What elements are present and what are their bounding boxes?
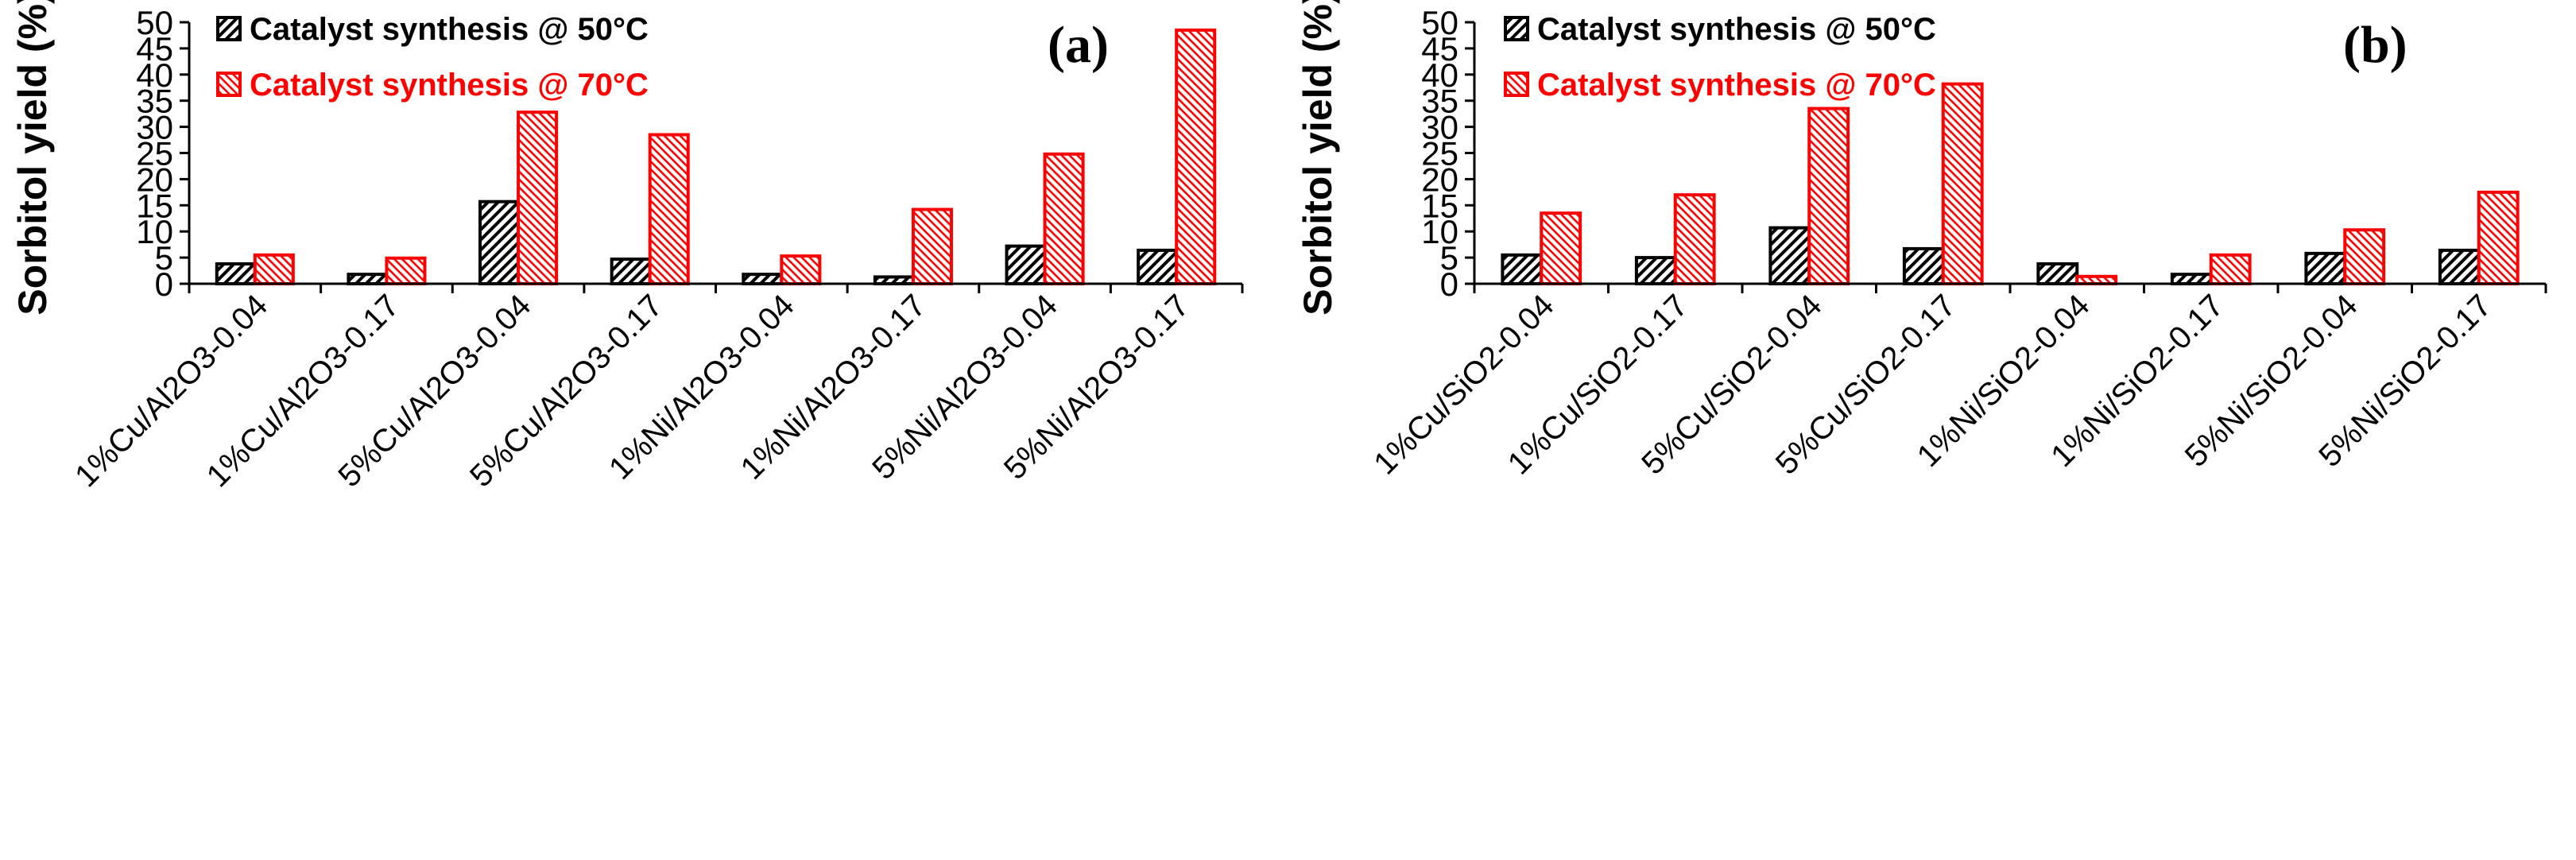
y-tick-label: 20 (136, 161, 173, 198)
y-tick-label: 5 (1440, 239, 1458, 277)
y-tick-label: 40 (1421, 56, 1458, 94)
bar-70c-8 (2477, 190, 2520, 286)
bar-70c-8 (1175, 28, 1217, 286)
x-tick-labels: 1%Cu/SiO2-0.041%Cu/SiO2-0.175%Cu/SiO2-0.… (1367, 288, 2498, 481)
y-tick-label: 5 (155, 239, 173, 277)
y-tick-label: 45 (1421, 30, 1458, 68)
bar-50c-5 (742, 273, 784, 286)
bar-70c-1 (1540, 211, 1582, 286)
axes-layer (180, 21, 1244, 293)
bar-70c-7 (2343, 228, 2386, 286)
y-axis-label: Sorbitol yield (%) (1296, 0, 1340, 316)
bar-70c-5 (780, 254, 822, 286)
bar-70c-6 (911, 207, 953, 285)
bar-50c-7 (2304, 251, 2347, 285)
y-tick-label: 40 (136, 56, 173, 94)
y-tick-label: 0 (155, 265, 173, 303)
y-axis-label: Sorbitol yield (%) (10, 0, 55, 316)
y-tick-label: 50 (136, 4, 173, 41)
panel-label: (a) (1048, 16, 1109, 74)
y-tick-label: 25 (1421, 135, 1458, 172)
y-tick-label: 45 (136, 30, 173, 68)
bar-50c-8 (1137, 248, 1179, 285)
legend-swatch-50c (216, 16, 242, 41)
bars-layer (1501, 82, 2520, 286)
bar-50c-6 (2170, 273, 2213, 286)
x-tick-labels: 1%Cu/Al2O3-0.041%Cu/Al2O3-0.175%Cu/Al2O3… (68, 288, 1195, 494)
bar-70c-4 (1941, 82, 1984, 285)
y-tick-label: 35 (136, 83, 173, 120)
y-tick-label: 20 (1421, 161, 1458, 198)
bar-70c-3 (517, 110, 559, 285)
axes-layer (1465, 21, 2547, 293)
legend-label-70c: Catalyst synthesis @ 70°C (1537, 68, 1936, 103)
y-tick-label: 15 (136, 187, 173, 224)
bar-50c-5 (2036, 261, 2079, 286)
y-tick-label: 0 (1440, 265, 1458, 303)
legend-label-70c: Catalyst synthesis @ 70°C (250, 68, 649, 103)
bar-50c-3 (1768, 226, 1811, 285)
panel-label: (b) (2343, 16, 2407, 74)
bar-50c-1 (215, 261, 257, 286)
bar-50c-4 (610, 258, 652, 286)
bar-50c-4 (1902, 246, 1945, 285)
bar-70c-2 (1673, 193, 1716, 285)
bar-50c-8 (2438, 248, 2481, 285)
legend: Catalyst synthesis @ 50°C Catalyst synth… (1504, 12, 1936, 103)
bar-70c-3 (1807, 107, 1850, 285)
y-tick-label: 30 (1421, 109, 1458, 146)
bar-50c-2 (1634, 256, 1677, 286)
y-tick-label: 50 (1421, 4, 1458, 41)
bar-70c-2 (385, 256, 427, 285)
y-tick-label: 10 (1421, 213, 1458, 250)
legend-label-50c: Catalyst synthesis @ 50°C (250, 12, 649, 47)
y-tick-label: 10 (136, 213, 173, 250)
bar-50c-1 (1501, 253, 1544, 285)
y-tick-label: 15 (1421, 187, 1458, 224)
y-tick-label: 35 (1421, 83, 1458, 120)
bar-70c-6 (2209, 253, 2252, 285)
bar-50c-7 (1005, 244, 1047, 285)
bar-70c-1 (253, 253, 295, 285)
bar-50c-3 (478, 200, 521, 285)
y-tick-label: 30 (136, 109, 173, 146)
legend: Catalyst synthesis @ 50°C Catalyst synth… (216, 12, 649, 103)
legend-swatch-70c (1504, 72, 1529, 97)
bar-70c-4 (648, 133, 690, 285)
legend-swatch-50c (1504, 16, 1529, 41)
legend-swatch-70c (216, 72, 242, 97)
y-tick-label: 25 (136, 135, 173, 172)
legend-label-50c: Catalyst synthesis @ 50°C (1537, 12, 1936, 47)
bar-70c-7 (1043, 152, 1085, 285)
bars-layer (215, 28, 1217, 286)
bar-50c-2 (347, 273, 389, 286)
